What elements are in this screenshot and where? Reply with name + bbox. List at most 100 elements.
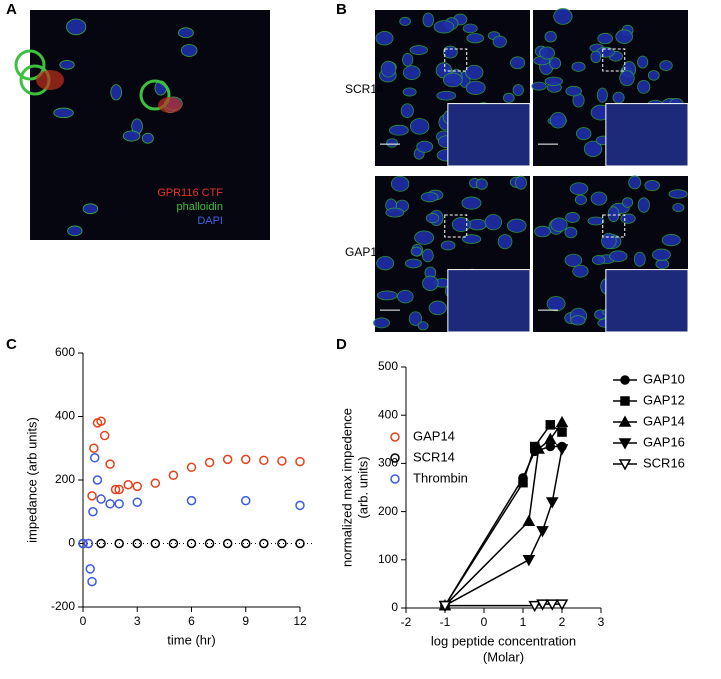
nucleus: [465, 64, 484, 80]
nucleus: [587, 216, 605, 226]
nucleus: [122, 130, 141, 142]
nucleus: [141, 132, 154, 144]
nucleus: [408, 311, 422, 326]
series-line: [444, 423, 563, 606]
data-point: [132, 497, 142, 507]
panel-letter: C: [6, 336, 17, 353]
legend-label: GAP12: [643, 392, 685, 407]
nucleus: [531, 81, 547, 91]
y-tick-label: 300: [378, 456, 398, 470]
data-point: [110, 484, 121, 495]
data-point: [295, 456, 305, 467]
nucleus: [506, 218, 527, 233]
nucleus: [436, 90, 457, 101]
x-axis-label: log peptide concentration: [431, 633, 576, 648]
nucleus: [564, 253, 583, 267]
nucleus: [622, 197, 634, 208]
nucleus: [553, 8, 573, 25]
nucleus: [468, 218, 487, 231]
data-point: [222, 454, 233, 465]
nucleus: [451, 217, 471, 232]
y-tick-label: 200: [55, 472, 75, 486]
nucleus: [420, 191, 439, 203]
nucleus: [672, 203, 685, 213]
nucleus: [428, 300, 447, 316]
nucleus: [544, 30, 557, 43]
panel-letter: D: [336, 336, 347, 353]
legend-marker: [618, 415, 632, 427]
nucleus: [389, 124, 409, 136]
data-point: [545, 599, 559, 611]
nucleus: [652, 248, 671, 261]
nucleus: [373, 317, 391, 329]
nucleus: [509, 56, 526, 70]
nucleus: [565, 212, 580, 223]
nucleus: [390, 175, 410, 192]
y-tick-label: 600: [55, 345, 75, 359]
data-point: [89, 443, 99, 453]
nucleus: [422, 275, 439, 291]
x-tick-label: -1: [440, 615, 451, 629]
ctf-signal: [36, 70, 64, 90]
x-tick-label: 0: [80, 614, 87, 628]
data-point: [522, 555, 536, 567]
data-point: [186, 538, 197, 549]
data-point: [545, 497, 559, 509]
data-point: [168, 538, 179, 549]
nucleus: [409, 118, 430, 135]
y-tick-label: 400: [378, 407, 398, 421]
y-tick-label: 200: [378, 504, 398, 518]
legend-label: GAP16: [643, 434, 685, 449]
nucleus: [637, 55, 649, 69]
nucleus: [417, 321, 429, 331]
legend-label: SCR14: [413, 449, 455, 464]
data-point: [114, 538, 124, 549]
nucleus: [615, 29, 633, 44]
nucleus: [443, 72, 463, 88]
y-tick-label: 400: [55, 409, 75, 423]
nucleus: [385, 207, 405, 218]
data-point: [83, 538, 94, 549]
nucleus: [565, 85, 582, 97]
legend-marker: [620, 396, 630, 406]
nucleus: [628, 175, 642, 190]
y-tick-label: 0: [391, 600, 398, 614]
data-point: [96, 538, 106, 549]
nucleus: [380, 60, 397, 78]
nucleus: [544, 76, 563, 86]
nucleus: [597, 32, 613, 45]
zoom-box: [444, 214, 468, 238]
legend-label: GAP14: [643, 413, 685, 428]
data-point: [536, 599, 549, 611]
nucleus: [181, 44, 198, 57]
nucleus: [619, 70, 635, 86]
data-point: [241, 454, 251, 465]
nucleus: [410, 246, 423, 257]
nucleus: [67, 225, 83, 237]
data-point: [186, 495, 197, 506]
legend-marker: [390, 474, 400, 484]
x-axis-label: (Molar): [483, 649, 524, 664]
data-point: [114, 484, 124, 495]
data-point: [96, 494, 106, 504]
x-tick-label: 12: [293, 614, 307, 628]
legend-label: Thrombin: [413, 470, 468, 485]
data-point: [222, 538, 233, 549]
data-point: [555, 599, 569, 611]
nucleus: [414, 230, 435, 245]
x-tick-label: -2: [401, 615, 412, 629]
y-axis-label: impedance (arb units): [24, 417, 39, 543]
nucleus: [515, 175, 527, 190]
nucleus: [534, 225, 551, 238]
nucleus: [591, 255, 606, 266]
data-point: [532, 442, 545, 454]
data-point: [105, 459, 115, 469]
nucleus: [484, 214, 503, 231]
nucleus: [497, 234, 513, 250]
nucleus: [601, 232, 617, 250]
image-legend: phalloidin: [177, 201, 223, 213]
nucleus: [590, 191, 608, 206]
y-axis-label: (arb. units): [355, 456, 370, 518]
nucleus: [53, 107, 74, 118]
nucleus: [637, 79, 651, 94]
